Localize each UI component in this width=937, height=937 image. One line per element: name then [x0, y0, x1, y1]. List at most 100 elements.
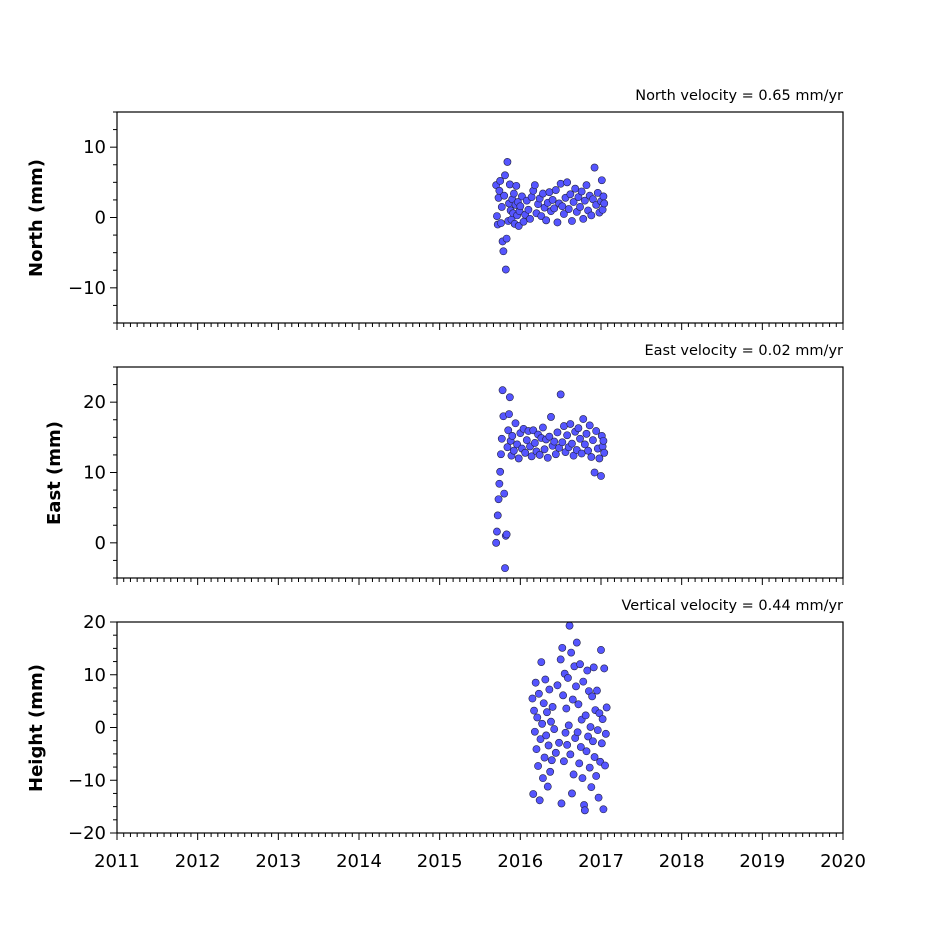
data-point — [601, 729, 610, 738]
data-point — [592, 427, 601, 435]
data-point — [563, 741, 572, 749]
north-panel: North velocity = 0.65 mm/yr North (mm) −… — [26, 88, 844, 330]
data-point — [589, 436, 597, 445]
data-point — [601, 761, 609, 770]
data-point — [516, 202, 525, 211]
north-title: North velocity = 0.65 mm/yr — [635, 88, 843, 104]
data-point — [597, 472, 605, 480]
data-point — [583, 666, 592, 675]
data-point — [501, 171, 509, 180]
data-point — [567, 648, 576, 657]
data-point — [576, 660, 584, 669]
data-point — [551, 450, 560, 459]
data-point — [499, 247, 508, 256]
data-point — [576, 743, 585, 751]
data-point — [587, 211, 596, 220]
data-point — [530, 706, 538, 715]
data-point — [581, 711, 590, 720]
height-title: Vertical velocity = 0.44 mm/yr — [622, 598, 844, 614]
data-point — [511, 419, 520, 428]
data-point — [576, 203, 584, 211]
x-tick-label: 2018 — [659, 851, 705, 872]
east-points — [492, 386, 609, 573]
data-point — [496, 467, 505, 476]
data-point — [497, 203, 506, 211]
data-point — [545, 188, 554, 197]
height-ylabel: Height (mm) — [26, 664, 47, 792]
data-point — [558, 202, 567, 211]
data-point — [542, 216, 551, 225]
data-point — [548, 703, 557, 711]
data-point — [547, 413, 555, 421]
data-point — [547, 756, 556, 765]
data-point — [539, 774, 547, 783]
data-point — [501, 265, 510, 274]
data-point — [594, 793, 603, 802]
north-frame — [116, 111, 844, 324]
data-point — [514, 454, 523, 463]
data-point — [568, 439, 576, 448]
data-point — [568, 789, 576, 798]
data-point — [592, 772, 601, 780]
data-point — [599, 192, 608, 201]
data-point — [541, 675, 550, 684]
data-point — [585, 421, 594, 430]
east-panel: East velocity = 0.02 mm/yr East (mm) 0 10… — [44, 343, 844, 585]
data-point — [493, 212, 501, 220]
data-point — [498, 386, 507, 395]
data-point — [564, 205, 573, 213]
data-point — [600, 664, 609, 673]
east-title: East velocity = 0.02 mm/yr — [644, 343, 843, 359]
data-point — [569, 198, 578, 206]
data-point — [584, 446, 592, 455]
data-point — [530, 727, 539, 736]
data-point — [556, 179, 565, 188]
y-tick-label: 10 — [83, 137, 106, 158]
east-ylabel: East (mm) — [44, 421, 65, 525]
data-point — [564, 674, 572, 682]
data-point — [582, 429, 591, 438]
y-tick-label: 0 — [95, 208, 106, 229]
data-point — [590, 468, 599, 477]
data-point — [573, 728, 582, 737]
data-point — [509, 189, 518, 198]
data-point — [588, 692, 597, 701]
y-tick-label: −10 — [68, 278, 106, 299]
north-ticks: −10 0 10 — [68, 111, 844, 330]
data-point — [589, 737, 597, 746]
data-point — [593, 726, 602, 735]
data-point — [521, 448, 530, 457]
data-point — [582, 181, 591, 190]
data-point — [494, 495, 503, 504]
data-point — [555, 738, 563, 747]
data-point — [559, 422, 568, 430]
data-point — [532, 745, 541, 754]
data-point — [558, 643, 567, 652]
data-point — [600, 448, 609, 457]
data-point — [598, 205, 607, 214]
data-point — [584, 732, 592, 741]
data-point — [553, 681, 562, 690]
data-point — [590, 163, 599, 172]
data-point — [539, 699, 548, 708]
data-point — [519, 217, 528, 226]
y-tick-label: 0 — [95, 533, 106, 554]
x-tick-label: 2013 — [255, 851, 301, 872]
data-point — [539, 423, 547, 432]
data-point — [537, 658, 546, 666]
data-point — [529, 790, 538, 798]
data-point — [597, 176, 606, 185]
data-point — [502, 234, 511, 243]
data-point — [526, 215, 534, 223]
data-point — [496, 177, 505, 185]
data-point — [493, 511, 502, 520]
data-point — [548, 196, 557, 204]
data-point — [557, 799, 566, 808]
data-point — [542, 731, 551, 740]
data-point — [500, 489, 509, 498]
north-ylabel: North (mm) — [26, 159, 47, 277]
data-point — [602, 703, 611, 712]
data-point — [543, 782, 552, 791]
data-point — [571, 184, 580, 193]
